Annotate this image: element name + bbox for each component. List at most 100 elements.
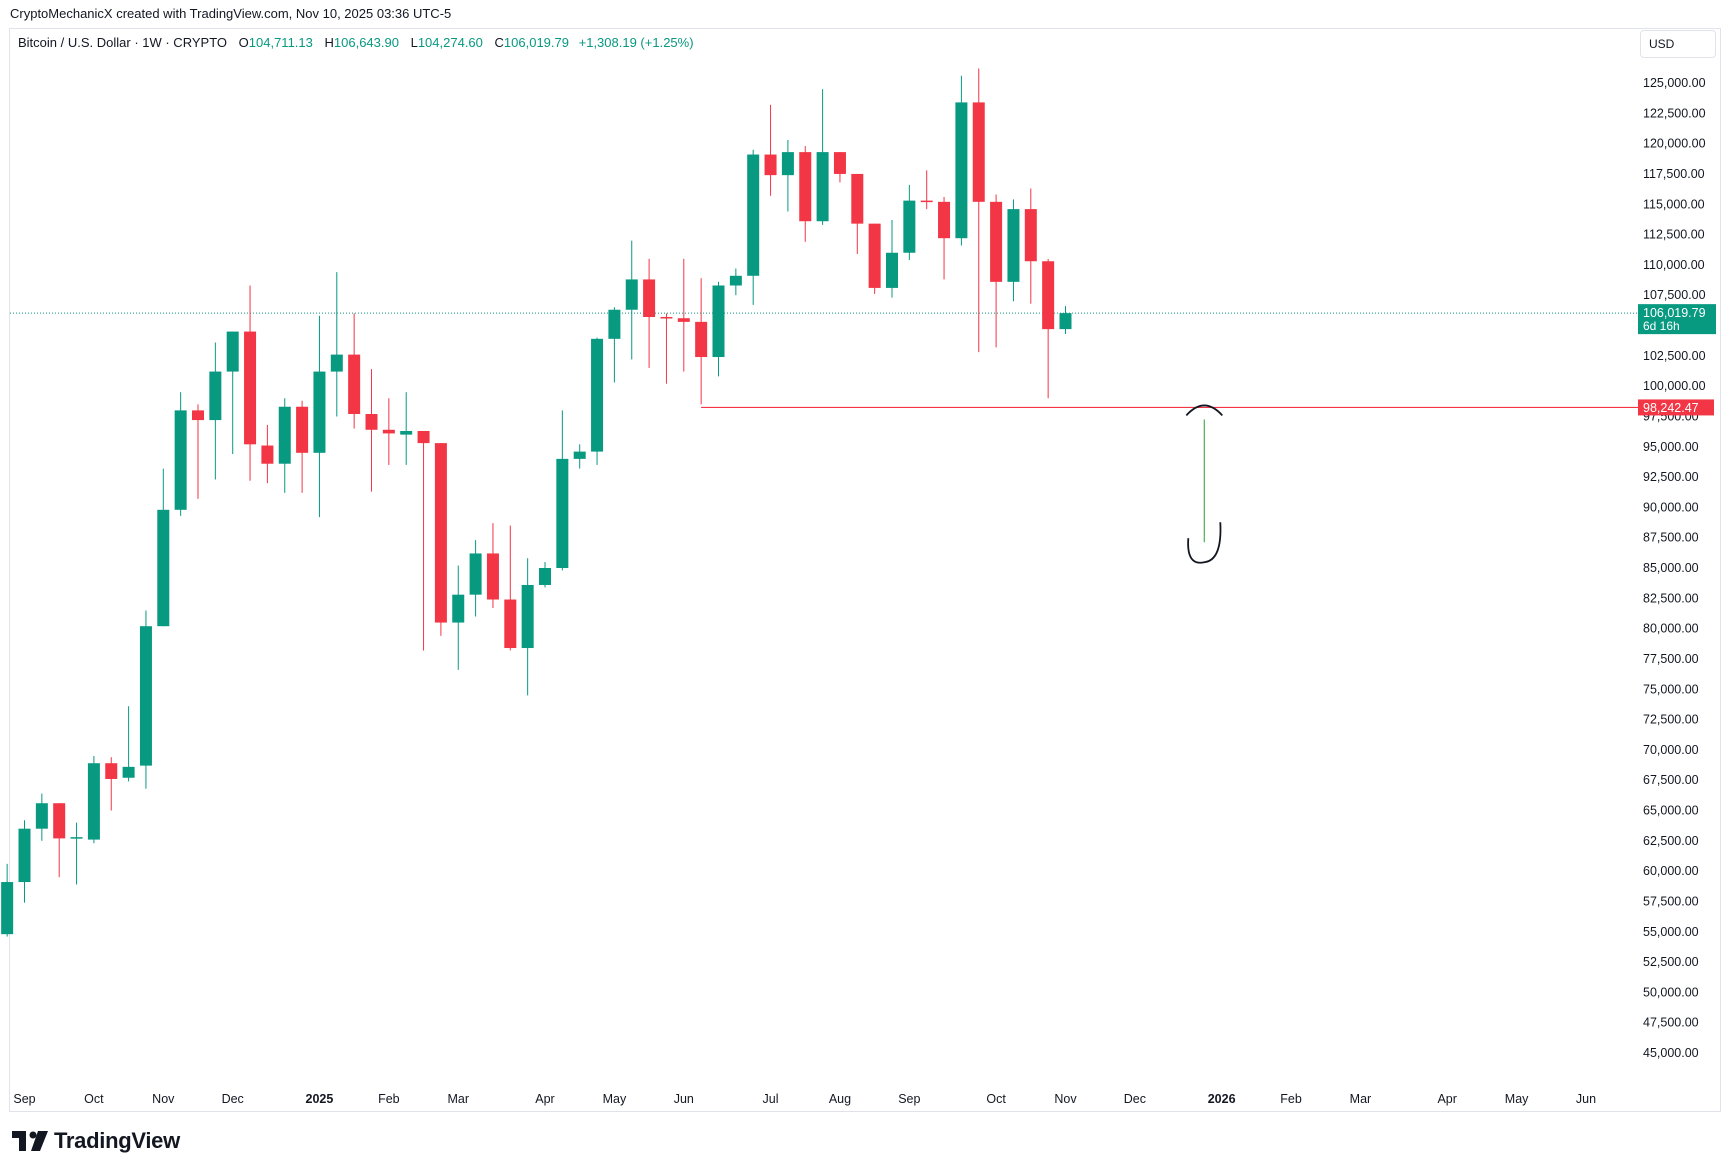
candle-body-down <box>244 331 257 445</box>
currency-button[interactable]: USD <box>1640 30 1716 58</box>
change-value: +1,308.19 (+1.25%) <box>578 35 694 50</box>
candle-body-up <box>816 152 829 222</box>
candle-body-down <box>833 152 846 174</box>
candle-body-up <box>521 584 534 649</box>
y-axis-tick-label: 87,500.00 <box>1643 531 1699 545</box>
close-value: 106,019.79 <box>503 35 569 50</box>
x-axis-tick-label: Mar <box>447 1092 469 1106</box>
x-axis-tick-label: Sep <box>898 1092 920 1106</box>
y-axis-tick-label: 52,500.00 <box>1643 955 1699 969</box>
y-axis-tick-label: 125,000.00 <box>1643 76 1706 90</box>
candle-body-up <box>139 626 152 766</box>
close-label: C <box>494 35 504 50</box>
candle-body-up <box>625 279 638 310</box>
y-axis-tick-label: 70,000.00 <box>1643 743 1699 757</box>
candle-body-up <box>122 766 135 778</box>
y-axis-tick-label: 85,000.00 <box>1643 561 1699 575</box>
brand-name: TradingView <box>54 1128 180 1153</box>
candle-body-up <box>903 200 916 253</box>
y-axis-tick-label: 110,000.00 <box>1643 258 1705 272</box>
candle-body-up <box>157 509 170 627</box>
level-price-tag <box>1638 399 1714 416</box>
candle-body-down <box>417 430 430 444</box>
candle-body-up <box>18 828 31 883</box>
candle-body-up <box>712 285 725 358</box>
x-axis-tick-label: 2026 <box>1208 1092 1236 1106</box>
x-axis-tick-label: Feb <box>1280 1092 1302 1106</box>
y-axis-tick-label: 47,500.00 <box>1643 1016 1699 1030</box>
candle-body-down <box>382 429 395 434</box>
chart-frame[interactable] <box>9 28 1721 1112</box>
x-axis-tick-label: Dec <box>1124 1092 1146 1106</box>
x-axis-tick-label: May <box>603 1092 627 1106</box>
symbol-title: Bitcoin / U.S. Dollar · 1W · CRYPTO <box>18 35 228 50</box>
candle-body-up <box>330 354 343 372</box>
candle-body-up <box>87 763 100 840</box>
candle-body-down <box>261 445 274 464</box>
candle-body-up <box>729 275 742 286</box>
low-value: 104,274.60 <box>417 35 483 50</box>
chart-credit: CryptoMechanicX created with TradingView… <box>10 6 452 21</box>
candle-body-down <box>348 354 361 415</box>
candle-body-down <box>799 152 812 222</box>
y-axis-tick-label: 65,000.00 <box>1643 804 1699 818</box>
y-axis-tick-label: 80,000.00 <box>1643 622 1699 636</box>
candle-body-down <box>1042 261 1055 330</box>
candle-body-up <box>886 252 898 288</box>
candle-body-up <box>313 371 326 453</box>
tradingview-logo[interactable]: TradingView <box>12 1128 180 1154</box>
x-axis-tick-label: Jun <box>674 1092 694 1106</box>
last-price-label: 106,019.79 <box>1643 306 1706 320</box>
candle-body-up <box>400 430 413 435</box>
candle-body-up <box>469 553 482 595</box>
x-axis-tick-label: Oct <box>986 1092 1006 1106</box>
candle-body-up <box>1 882 14 935</box>
y-axis-tick-label: 120,000.00 <box>1643 137 1706 151</box>
annotation-bottom-hook <box>1187 522 1222 564</box>
candle-body-up <box>955 102 968 239</box>
candle-body-up <box>226 331 239 372</box>
x-axis-tick-label: Nov <box>152 1092 175 1106</box>
y-axis-tick-label: 95,000.00 <box>1643 440 1699 454</box>
x-axis-tick-label: Oct <box>84 1092 104 1106</box>
y-axis-tick-label: 55,000.00 <box>1643 925 1699 939</box>
candle-body-down <box>434 443 447 623</box>
candle-body-up <box>452 594 465 623</box>
x-axis-tick-label: Dec <box>222 1092 244 1106</box>
candle-body-down <box>920 200 933 203</box>
candle-body-up <box>70 837 83 839</box>
y-axis-tick-label: 45,000.00 <box>1643 1046 1699 1060</box>
candle-body-down <box>643 279 656 318</box>
y-axis-tick-label: 60,000.00 <box>1643 864 1699 878</box>
candle-body-down <box>695 321 708 358</box>
y-axis-tick-label: 100,000.00 <box>1643 379 1706 393</box>
candle-body-down <box>972 102 985 202</box>
ohlc-legend: Bitcoin / U.S. Dollar · 1W · CRYPTO O104… <box>18 35 694 50</box>
y-axis-tick-label: 112,500.00 <box>1643 228 1705 242</box>
candle-body-up <box>174 410 187 510</box>
level-price-label: 98,242.47 <box>1643 401 1699 415</box>
x-axis-tick-label: Mar <box>1350 1092 1372 1106</box>
high-value: 106,643.90 <box>333 35 399 50</box>
open-label: O <box>238 35 249 50</box>
x-axis-tick-label: 2025 <box>306 1092 334 1106</box>
candle-body-down <box>938 201 951 239</box>
candle-body-down <box>53 803 66 839</box>
x-axis-tick-label: Aug <box>829 1092 851 1106</box>
candle-body-down <box>990 201 1003 282</box>
y-axis-tick-label: 90,000.00 <box>1643 500 1699 514</box>
candle-body-up <box>1007 209 1020 282</box>
candle-body-up <box>747 154 760 276</box>
open-value: 104,711.13 <box>248 35 313 50</box>
annotation-top-arc <box>1185 404 1223 417</box>
candle-body-up <box>556 458 569 568</box>
candle-body-down <box>105 763 118 779</box>
x-axis-tick-label: Apr <box>1437 1092 1456 1106</box>
y-axis-tick-label: 122,500.00 <box>1643 106 1706 120</box>
y-axis-tick-label: 92,500.00 <box>1643 470 1699 484</box>
candle-body-down <box>764 154 777 176</box>
x-axis-tick-label: Apr <box>535 1092 554 1106</box>
bar-countdown-label: 6d 16h <box>1643 319 1680 333</box>
x-axis-tick-label: Nov <box>1054 1092 1077 1106</box>
